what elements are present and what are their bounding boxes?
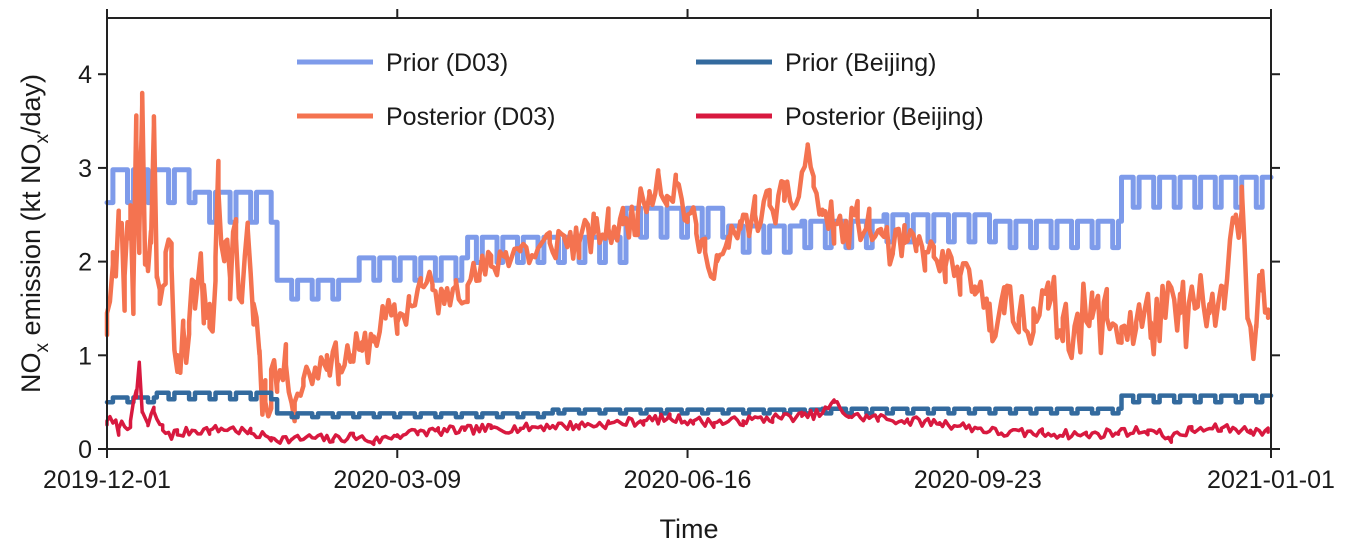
y-axis-title: NOx emission (kt NOx/day) bbox=[16, 74, 53, 393]
legend: Prior (D03) Prior (Beijing) Posterior (D03… bbox=[297, 49, 984, 131]
series-line-posterior-d03 bbox=[104, 90, 1271, 424]
legend-label: Posterior (D03) bbox=[386, 103, 556, 131]
series-line-posterior-beijing bbox=[105, 360, 1270, 447]
series-line-prior-beijing bbox=[104, 390, 1274, 420]
series-lines bbox=[104, 90, 1274, 447]
x-axis: 2019-12-01 2020-03-09 2020-06-16 2020-09-23… bbox=[43, 9, 1335, 494]
legend-label: Posterior (Beijing) bbox=[785, 103, 984, 131]
y-tick-label: 3 bbox=[78, 155, 92, 183]
x-tick-label: 2020-03-09 bbox=[333, 466, 461, 494]
x-tick-label: 2020-06-16 bbox=[624, 466, 752, 494]
legend-label: Prior (Beijing) bbox=[785, 49, 936, 77]
y-axis-title-part: NO bbox=[16, 353, 46, 394]
y-tick-label: 0 bbox=[78, 436, 92, 464]
legend-label: Prior (D03) bbox=[386, 49, 508, 77]
y-axis-title-subscript: x bbox=[32, 343, 53, 353]
y-axis-title-part: /day) bbox=[16, 74, 46, 134]
y-tick-label: 1 bbox=[78, 342, 92, 370]
x-tick-label: 2021-01-01 bbox=[1207, 466, 1335, 494]
series-line-prior-d03 bbox=[104, 167, 1274, 302]
plot-frame bbox=[106, 17, 1272, 450]
y-axis-title-subscript: x bbox=[32, 133, 53, 143]
y-axis-title-part: emission (kt NO bbox=[16, 143, 46, 343]
x-axis-title: Time bbox=[660, 514, 719, 544]
y-tick-label: 2 bbox=[78, 249, 92, 277]
x-tick-label: 2019-12-01 bbox=[43, 466, 171, 494]
x-tick-label: 2020-09-23 bbox=[914, 466, 1042, 494]
y-axis: 0 1 2 3 4 bbox=[78, 61, 1280, 464]
y-tick-label: 4 bbox=[78, 61, 92, 89]
